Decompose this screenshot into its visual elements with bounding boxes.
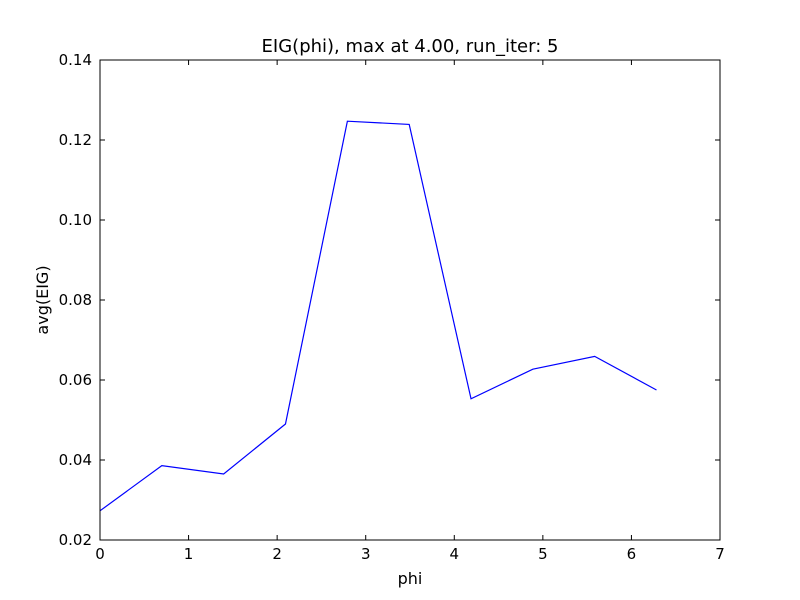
x-tick-label: 2 [272,545,282,563]
y-tick-label: 0.12 [59,131,92,149]
x-tick-label: 1 [184,545,194,563]
series-layer [99,120,657,512]
y-tick-label: 0.06 [59,371,92,389]
y-axis-label: avg(EIG) [33,265,52,334]
y-tick-label: 0.08 [59,291,92,309]
x-tick-label: 6 [627,545,637,563]
y-tick-label: 0.02 [59,531,92,549]
ticks-layer: 0 1 2 3 4 5 6 7 0.02 0.04 0.06 0.08 0.10 0.12 0.14 [59,51,725,563]
y-tick-label: 0.04 [59,451,92,469]
x-tick-label: 5 [538,545,548,563]
plot-frame [99,59,721,541]
x-tick-label: 0 [95,545,105,563]
x-tick-label: 7 [715,545,725,563]
y-tick-label: 0.14 [59,51,92,69]
series-line [99,120,657,512]
x-tick-label: 4 [450,545,460,563]
chart-title: EIG(phi), max at 4.00, run_iter: 5 [262,36,559,57]
y-tick-label: 0.10 [59,211,92,229]
x-tick-label: 3 [361,545,371,563]
x-axis-label: phi [398,569,423,588]
